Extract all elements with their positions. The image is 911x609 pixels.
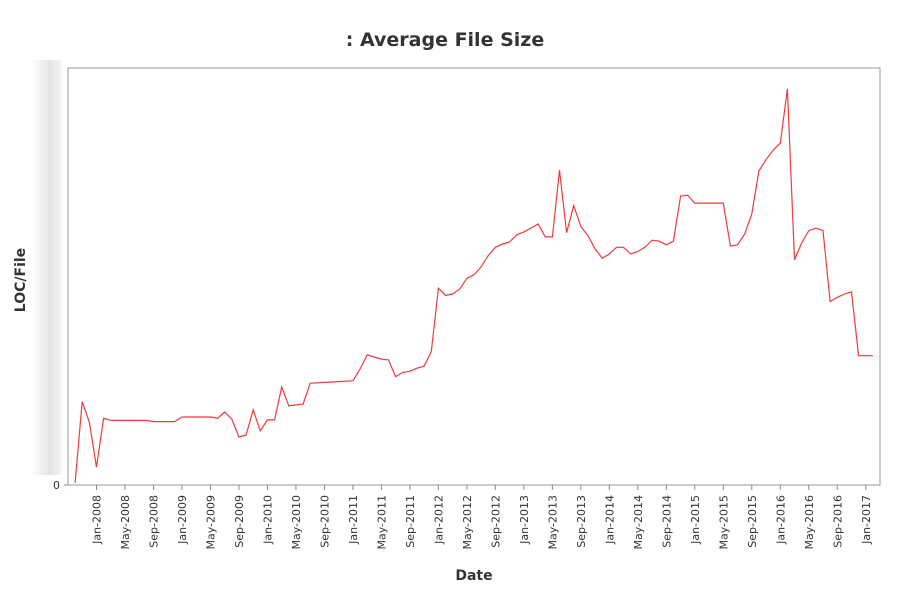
x-tick-label: May-2010 — [290, 495, 303, 550]
x-tick-label: May-2013 — [546, 495, 559, 550]
x-tick-label: Jan-2017 — [860, 495, 873, 545]
x-tick-label: May-2015 — [717, 495, 730, 550]
y-axis-label: LOC/File — [13, 248, 29, 312]
x-tick-label: Jan-2012 — [432, 495, 445, 545]
x-tick-label: May-2008 — [119, 495, 132, 550]
x-tick-label: Jan-2016 — [774, 495, 787, 545]
x-tick-label: Sep-2009 — [233, 495, 246, 548]
y-tick-label: 0 — [53, 479, 60, 492]
x-tick-label: Sep-2012 — [489, 495, 502, 548]
x-tick-label: Sep-2008 — [147, 495, 160, 548]
axis-shade — [32, 60, 62, 475]
data-line — [74, 88, 873, 483]
x-tick-label: Jan-2010 — [261, 495, 274, 545]
x-tick-label: Sep-2014 — [660, 495, 673, 548]
x-tick-label: Jan-2014 — [603, 495, 616, 545]
x-tick-label: Sep-2013 — [575, 495, 588, 548]
x-tick-label: May-2016 — [803, 495, 816, 550]
x-tick-label: Jan-2008 — [90, 495, 103, 545]
chart-title: : Average File Size — [346, 29, 544, 51]
x-tick-label: Jan-2009 — [176, 495, 189, 545]
x-tick-label: May-2011 — [375, 495, 388, 550]
plot-frame — [67, 67, 881, 486]
x-tick-label: Sep-2010 — [318, 495, 331, 548]
x-tick-label: Jan-2011 — [347, 495, 360, 545]
x-tick-label: Jan-2013 — [518, 495, 531, 545]
x-tick-label: Sep-2011 — [404, 495, 417, 548]
x-tick-label: Sep-2015 — [746, 495, 759, 548]
x-tick-label: Jan-2015 — [689, 495, 702, 545]
x-tick-label: May-2014 — [632, 495, 645, 550]
x-tick-label: Sep-2016 — [831, 495, 844, 548]
x-axis-label: Date — [455, 568, 492, 584]
x-tick-label: May-2012 — [461, 495, 474, 550]
x-tick-label: May-2009 — [204, 495, 217, 550]
